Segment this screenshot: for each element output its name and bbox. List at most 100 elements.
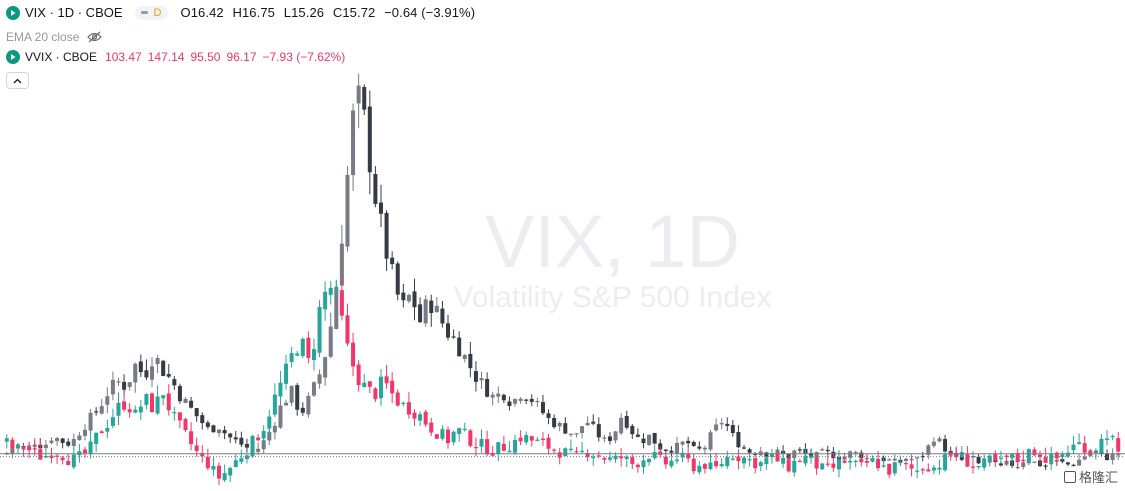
candle-vix <box>451 329 456 339</box>
candle-vvix <box>205 448 210 471</box>
candle-body <box>1043 457 1048 463</box>
candle-body <box>412 412 417 419</box>
candle-vix <box>194 408 199 422</box>
candle-vvix <box>328 280 333 305</box>
candle-vix <box>256 442 261 455</box>
candle-body <box>1082 456 1087 460</box>
candle-body <box>205 422 210 427</box>
candle-body <box>764 452 769 457</box>
candle-body <box>540 438 545 441</box>
candle-body <box>1065 462 1070 465</box>
candle-vvix <box>105 419 110 439</box>
candle-body <box>395 392 400 406</box>
candle-body <box>267 431 272 441</box>
candle-body <box>1060 454 1065 458</box>
candle-body <box>395 263 400 295</box>
candle-body <box>725 423 730 426</box>
candle-vvix <box>384 365 389 389</box>
candle-vix <box>116 377 121 386</box>
candle-vvix <box>848 455 853 470</box>
candle-vvix <box>334 279 339 296</box>
candle-vvix <box>451 430 456 446</box>
candle-vvix <box>892 461 897 476</box>
candle-body <box>172 412 177 414</box>
candle-vix <box>211 424 216 433</box>
candle-body <box>607 457 612 460</box>
candle-vix <box>166 364 171 379</box>
candle-body <box>613 431 618 441</box>
candle-body <box>825 449 830 452</box>
candle-body <box>60 438 65 443</box>
candle-body <box>144 394 149 405</box>
candle-vvix <box>429 417 434 437</box>
candle-body <box>987 455 992 461</box>
candle-vvix <box>1099 434 1104 455</box>
candle-body <box>418 414 423 421</box>
candle-body <box>730 425 735 434</box>
candle-body <box>714 461 719 467</box>
candle-vvix <box>27 442 32 459</box>
compare-value-low: 95.50 <box>190 50 221 64</box>
candle-vvix <box>1060 451 1065 460</box>
candle-vvix <box>775 450 780 462</box>
indicator-title[interactable]: EMA 20 close <box>6 30 80 44</box>
candle-vvix <box>926 463 931 472</box>
candle-body <box>641 438 646 444</box>
candle-body <box>580 450 585 452</box>
hidden-eye-icon[interactable] <box>87 31 103 43</box>
candle-body <box>406 402 411 415</box>
candle-vix <box>580 426 585 439</box>
collapse-legend-button[interactable] <box>6 72 29 89</box>
candle-body <box>496 393 501 397</box>
market-status-badge[interactable]: D <box>134 5 169 20</box>
candle-vix <box>110 371 115 401</box>
candle-body <box>697 465 702 473</box>
candle-vix <box>479 371 484 389</box>
compare-symbol-title[interactable]: VVIX · CBOE <box>25 50 98 64</box>
candle-body <box>1071 464 1076 467</box>
candle-body <box>244 443 249 448</box>
candle-body <box>10 439 15 449</box>
candle-body <box>284 363 289 384</box>
candle-body <box>1054 452 1059 459</box>
candle-body <box>820 463 825 470</box>
candle-vvix <box>1010 453 1015 466</box>
candle-body <box>753 458 758 469</box>
candle-body <box>546 437 551 449</box>
candle-vvix <box>1110 434 1115 441</box>
candle-body <box>937 438 942 442</box>
candle-body <box>775 454 780 462</box>
candle-vvix <box>1015 448 1020 469</box>
candle-body <box>183 419 188 431</box>
candle-body <box>284 402 289 406</box>
candle-vix <box>1077 454 1082 466</box>
candle-body <box>485 439 490 455</box>
candle-body <box>982 458 987 468</box>
ohlc-values: O16.42 H16.75 L15.26 C15.72 −0.64 (−3.91… <box>180 5 475 20</box>
candle-vvix <box>434 433 439 440</box>
close-key: C <box>332 5 343 20</box>
candle-vix <box>395 261 400 301</box>
candle-vix <box>708 429 713 452</box>
candle-body <box>764 457 769 465</box>
compare-symbol-logo-icon[interactable] <box>6 50 20 64</box>
chevron-up-icon <box>13 78 22 83</box>
candle-vix <box>758 446 763 457</box>
candle-body <box>998 463 1003 466</box>
candle-body <box>445 429 451 444</box>
symbol-logo-icon[interactable] <box>6 5 20 20</box>
candle-body <box>669 460 674 467</box>
candle-vvix <box>122 392 127 412</box>
candle-body <box>937 467 942 470</box>
candle-vvix <box>138 399 143 421</box>
candle-vvix <box>965 446 970 467</box>
brand-label: 格隆汇 <box>1078 470 1118 485</box>
legend-compare: VVIX · CBOE 103.47 147.14 95.50 96.17 −7.93 … <box>6 50 351 64</box>
candle-body <box>663 449 668 451</box>
candle-body <box>831 463 836 468</box>
main-symbol-title[interactable]: VIX · 1D · CBOE <box>25 5 123 20</box>
candle-vvix <box>261 425 266 444</box>
candle-vvix <box>373 387 378 402</box>
candle-body <box>110 417 115 426</box>
